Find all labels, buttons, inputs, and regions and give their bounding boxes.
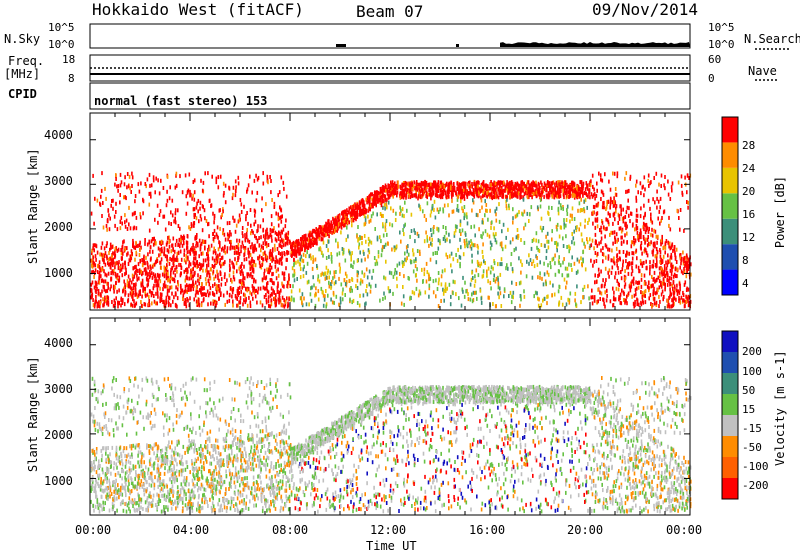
- noise-tick-bottom-right: 10^0: [708, 39, 735, 50]
- power-tick-12: 12: [742, 232, 755, 243]
- freq-tick-top: 18: [62, 54, 75, 65]
- xtick-0: 00:00: [75, 524, 111, 536]
- power-tick-8: 8: [742, 255, 749, 266]
- radar-figure: [0, 0, 800, 554]
- freq-label: Freq.: [8, 55, 44, 67]
- ytick-vel-2000: 2000: [44, 429, 73, 441]
- xtick-5: 20:00: [567, 524, 603, 536]
- velocity-colorbar-seg-2: [722, 436, 738, 457]
- power-colorbar-label: Power [dB]: [774, 162, 786, 262]
- power-colorbar-seg-0: [722, 270, 738, 295]
- noise-trace: [500, 42, 690, 47]
- noise-blip-2: [456, 44, 459, 47]
- xtick-1: 04:00: [173, 524, 209, 536]
- date-title: 09/Nov/2014: [592, 2, 698, 18]
- velocity-colorbar-seg-0: [722, 478, 738, 499]
- ytick-power-2000: 2000: [44, 221, 73, 233]
- noise-tick-top-right: 10^5: [708, 22, 735, 33]
- power-tick-16: 16: [742, 209, 755, 220]
- power-tick-24: 24: [742, 163, 755, 174]
- vel-tick-50: 50: [742, 385, 755, 396]
- power-colorbar-seg-4: [722, 168, 738, 193]
- vel-tick-100: 100: [742, 366, 762, 377]
- velocity-heatmap-data: [90, 376, 691, 514]
- xaxis-title: Time UT: [366, 540, 417, 552]
- velocity-colorbar-seg-4: [722, 394, 738, 415]
- velocity-colorbar-seg-3: [722, 415, 738, 436]
- velocity-colorbar-seg-5: [722, 373, 738, 394]
- xtick-2: 08:00: [272, 524, 308, 536]
- nave-tick-top: 60: [708, 54, 721, 65]
- vel-tick-m200: -200: [742, 480, 769, 491]
- station-title: Hokkaido West (fitACF): [92, 2, 304, 18]
- freq-tick-bottom: 8: [68, 73, 75, 84]
- power-tick-28: 28: [742, 140, 755, 151]
- cpid-label: CPID: [8, 88, 37, 100]
- power-colorbar-seg-3: [722, 193, 738, 218]
- velocity-colorbar-seg-7: [722, 331, 738, 352]
- xtick-3: 12:00: [370, 524, 406, 536]
- xtick-4: 16:00: [469, 524, 505, 536]
- ytick-vel-4000: 4000: [44, 337, 73, 349]
- noise-tick-top-left: 10^5: [48, 22, 75, 33]
- vel-tick-m100: -100: [742, 461, 769, 472]
- power-tick-4: 4: [742, 278, 749, 289]
- velocity-colorbar-seg-6: [722, 352, 738, 373]
- ytick-power-4000: 4000: [44, 129, 73, 141]
- power-panel-frame: [90, 113, 690, 310]
- ylabel-velocity: Slant Range [km]: [27, 372, 39, 472]
- nsky-label: N.Sky: [4, 33, 40, 45]
- vel-tick-200: 200: [742, 346, 762, 357]
- xtick-6: 00:00: [666, 524, 702, 536]
- nsearch-label: N.Search: [744, 33, 800, 45]
- beam-title: Beam 07: [356, 4, 423, 20]
- power-colorbar-seg-5: [722, 142, 738, 167]
- ytick-vel-1000: 1000: [44, 475, 73, 487]
- ytick-power-3000: 3000: [44, 175, 73, 187]
- vel-tick-m15: -15: [742, 423, 762, 434]
- nave-label: Nave: [748, 65, 777, 77]
- power-colorbar-seg-6: [722, 117, 738, 142]
- vel-tick-m50: -50: [742, 442, 762, 453]
- velocity-colorbar-seg-1: [722, 457, 738, 478]
- ytick-power-1000: 1000: [44, 267, 73, 279]
- noise-blip-1: [336, 44, 346, 47]
- ylabel-power: Slant Range [km]: [27, 164, 39, 264]
- power-colorbar-seg-1: [722, 244, 738, 269]
- power-tick-20: 20: [742, 186, 755, 197]
- vel-tick-15: 15: [742, 404, 755, 415]
- nave-tick-bottom: 0: [708, 73, 715, 84]
- noise-tick-bottom-left: 10^0: [48, 39, 75, 50]
- velocity-colorbar-label: Velocity [m s-1]: [774, 366, 786, 466]
- power-heatmap-data: [90, 171, 691, 309]
- ytick-vel-3000: 3000: [44, 383, 73, 395]
- power-colorbar-seg-2: [722, 219, 738, 244]
- freq-unit-label: [MHz]: [4, 68, 40, 80]
- cpid-text: normal (fast stereo) 153: [94, 95, 267, 107]
